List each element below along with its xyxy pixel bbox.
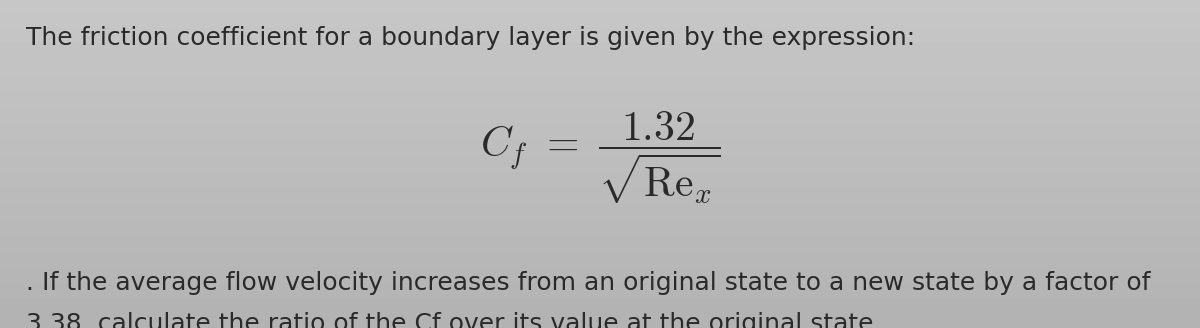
- Text: The friction coefficient for a boundary layer is given by the expression:: The friction coefficient for a boundary …: [26, 26, 916, 50]
- Text: . If the average flow velocity increases from an original state to a new state b: . If the average flow velocity increases…: [26, 271, 1151, 295]
- Text: 3.38, calculate the ratio of the Cf over its value at the original state.: 3.38, calculate the ratio of the Cf over…: [26, 312, 882, 328]
- Text: $C_f \ = \ \dfrac{1.32}{\sqrt{\mathrm{Re}_x}}$: $C_f \ = \ \dfrac{1.32}{\sqrt{\mathrm{Re…: [480, 109, 720, 206]
